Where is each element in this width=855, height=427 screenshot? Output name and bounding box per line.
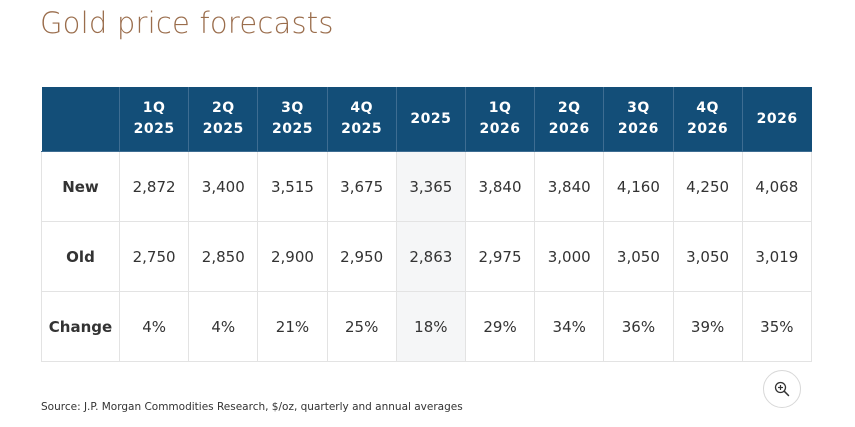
table-cell: 36% (603, 291, 674, 362)
table-cell: 4,160 (603, 151, 674, 222)
column-header-annual: 2026 (741, 87, 812, 152)
column-header-year: 2026 (687, 121, 729, 137)
table-cell: 2,872 (118, 151, 190, 222)
table-cell: 21% (257, 291, 328, 362)
table-cell: 4% (188, 291, 259, 362)
table-row-new: New 2,872 3,400 3,515 3,675 3,365 3,840 … (41, 151, 813, 222)
column-header-period: 1Q (488, 100, 512, 116)
table-row-change: Change 4% 4% 21% 25% 18% 29% 34% 36% 39%… (41, 291, 813, 362)
column-header-period: 2026 (756, 110, 798, 127)
zoom-in-icon (774, 381, 790, 397)
table-cell: 3,050 (603, 221, 674, 292)
table-cell: 18% (395, 291, 466, 362)
table-cell: 3,365 (395, 151, 466, 222)
table-cell: 35% (741, 291, 813, 362)
source-note: Source: J.P. Morgan Commodities Research… (41, 401, 463, 413)
table-cell: 3,840 (534, 151, 605, 222)
column-header-period: 4Q (350, 100, 373, 116)
column-header: 1Q 2026 (464, 87, 536, 152)
column-header-year: 2025 (133, 121, 175, 137)
table-cell: 2,900 (257, 221, 328, 292)
header-corner-cell (41, 87, 120, 152)
table-row-old: Old 2,750 2,850 2,900 2,950 2,863 2,975 … (41, 221, 813, 292)
row-label: Change (41, 291, 120, 362)
table-cell: 3,515 (257, 151, 328, 222)
column-header-year: 2026 (617, 121, 659, 137)
column-header-year: 2025 (202, 121, 244, 137)
column-header: 4Q 2025 (326, 87, 397, 152)
table-cell: 34% (534, 291, 605, 362)
column-header: 3Q 2026 (603, 87, 674, 152)
column-header-period: 2Q (211, 100, 235, 116)
table-cell: 4% (118, 291, 190, 362)
table-cell: 3,019 (741, 221, 813, 292)
table-cell: 2,850 (188, 221, 259, 292)
table-cell: 4,250 (672, 151, 743, 222)
column-header-period: 3Q (281, 100, 304, 116)
forecast-table: 1Q 2025 2Q 2025 3Q 2025 4Q 2025 2025 1Q 2026 … (41, 87, 813, 362)
table-cell: 3,050 (672, 221, 743, 292)
column-header: 1Q 2025 (118, 87, 190, 152)
page-title: Gold price forecasts (40, 6, 334, 40)
column-header-period: 4Q (696, 100, 719, 116)
zoom-button[interactable] (763, 370, 801, 408)
row-label: New (41, 151, 120, 222)
row-label: Old (41, 221, 120, 292)
table-cell: 3,400 (188, 151, 259, 222)
table-cell: 3,675 (326, 151, 397, 222)
table-cell: 3,000 (534, 221, 605, 292)
table-cell: 3,840 (464, 151, 536, 222)
table-cell: 2,975 (464, 221, 536, 292)
table-cell: 2,950 (326, 221, 397, 292)
table-cell: 2,863 (395, 221, 466, 292)
table-header-row: 1Q 2025 2Q 2025 3Q 2025 4Q 2025 2025 1Q 2026 … (41, 87, 812, 152)
column-header-period: 1Q (142, 100, 166, 116)
column-header-year: 2026 (479, 121, 521, 137)
column-header-year: 2025 (271, 121, 313, 137)
column-header: 2Q 2026 (534, 87, 605, 152)
table-cell: 29% (464, 291, 536, 362)
column-header-period: 3Q (627, 100, 650, 116)
column-header-year: 2025 (341, 121, 383, 137)
column-header-annual: 2025 (395, 87, 466, 152)
column-header: 4Q 2026 (672, 87, 743, 152)
column-header-year: 2026 (548, 121, 590, 137)
table-cell: 4,068 (741, 151, 813, 222)
column-header: 2Q 2025 (188, 87, 259, 152)
table-cell: 39% (672, 291, 743, 362)
table-cell: 2,750 (118, 221, 190, 292)
table-cell: 25% (326, 291, 397, 362)
column-header-period: 2Q (557, 100, 581, 116)
column-header: 3Q 2025 (257, 87, 328, 152)
column-header-period: 2025 (410, 110, 452, 127)
